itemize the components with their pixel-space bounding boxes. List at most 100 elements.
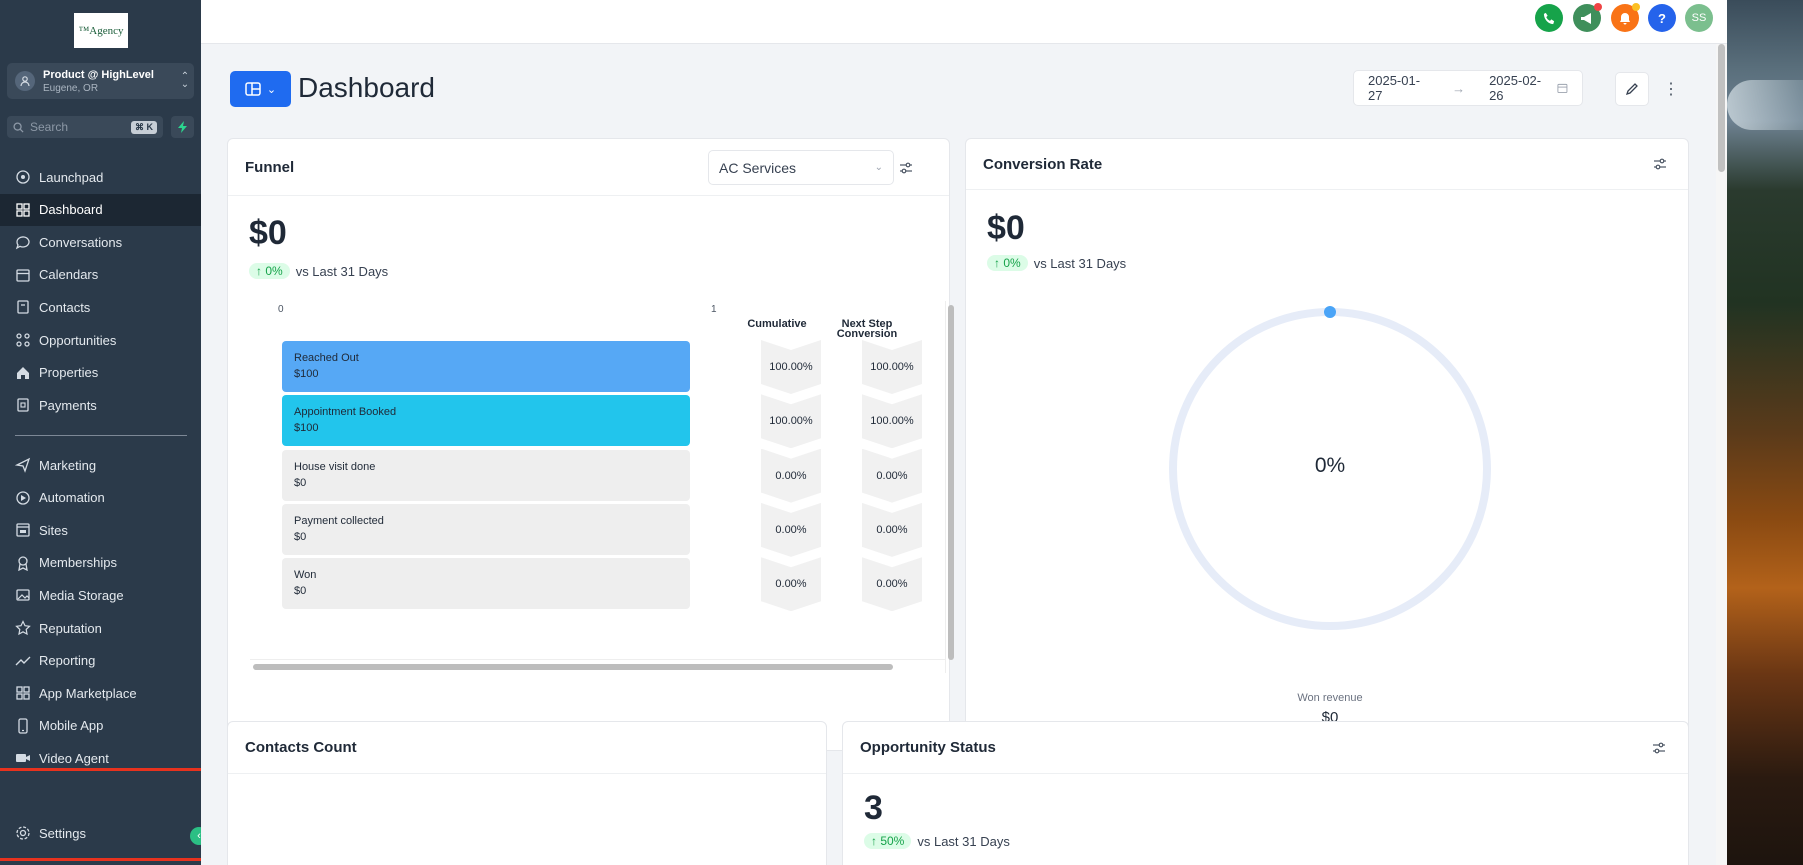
change-badge: ↑ 0%	[249, 263, 290, 279]
phone-icon	[1543, 12, 1554, 24]
sidebar-item-conversations[interactable]: Conversations	[0, 226, 201, 258]
account-name: Product @ HighLevel	[43, 68, 154, 81]
edit-dashboard-button[interactable]	[1615, 72, 1649, 106]
account-switcher[interactable]: Product @ HighLevel Eugene, OR ⌃ ⌄	[7, 63, 194, 99]
sidebar-item-calendars[interactable]: Calendars	[0, 259, 201, 291]
calendar-icon	[16, 269, 30, 282]
funnel-value: $0	[249, 214, 287, 252]
sidebar-item-label: Reputation	[39, 620, 102, 636]
sidebar-item-media-storage[interactable]: Media Storage	[0, 579, 201, 611]
gauge-marker	[1324, 306, 1336, 318]
stage-name: Appointment Booked	[294, 406, 397, 419]
scroll-thumb[interactable]	[948, 305, 954, 660]
next-step-cell: 0.00%	[862, 449, 922, 503]
sidebar-item-dashboard[interactable]: Dashboard	[0, 193, 201, 226]
sidebar-item-properties[interactable]: Properties	[0, 357, 201, 389]
sidebar-item-label: Properties	[39, 365, 99, 381]
sidebar-item-label: Reporting	[39, 653, 96, 669]
quick-action-button[interactable]	[171, 116, 194, 138]
date-start[interactable]: 2025-01-27	[1368, 73, 1421, 103]
axis-max-label: 1	[711, 304, 717, 315]
stage-amount: $100	[294, 422, 319, 435]
date-end[interactable]: 2025-02-26	[1489, 73, 1542, 103]
funnel-stage-bar[interactable]: Appointment Booked $100	[282, 395, 690, 447]
cumulative-cell: 0.00%	[761, 449, 821, 503]
sidebar-item-reporting[interactable]: Reporting	[0, 645, 201, 677]
sidebar-item-marketing[interactable]: Marketing	[0, 449, 201, 481]
sidebar-item-label: Contacts	[39, 299, 91, 315]
sliders-icon[interactable]	[1652, 156, 1668, 172]
star-icon	[15, 620, 31, 636]
sidebar-item-automation[interactable]: Automation	[0, 482, 201, 514]
funnel-stage-bar[interactable]: Payment collected $0	[282, 503, 690, 555]
send-icon	[15, 457, 31, 473]
launchpad-icon	[16, 170, 30, 184]
page-scrollbar[interactable]	[1716, 44, 1727, 865]
sidebar-item-sites[interactable]: Sites	[0, 514, 201, 546]
vertical-scrollbar[interactable]	[945, 301, 955, 673]
cumulative-cell: 100.00%	[761, 340, 821, 394]
contacts-icon	[17, 300, 29, 315]
next-step-cell: 0.00%	[862, 503, 922, 557]
main-content: ⌄ Dashboard 2025-01-27 → 2025-02-26 ⋮ Fu…	[201, 44, 1727, 865]
stage-amount: $0	[294, 530, 307, 543]
sidebar-item-settings[interactable]: Settings	[0, 817, 201, 849]
sidebar-item-label: Sites	[39, 522, 68, 538]
scroll-thumb[interactable]	[1718, 44, 1725, 172]
sidebar-item-label: Calendars	[39, 267, 99, 283]
next-step-cell: 100.00%	[862, 340, 922, 394]
sidebar-item-label: Mobile App	[39, 718, 104, 734]
help-button[interactable]: ?	[1648, 4, 1676, 32]
won-revenue-label: Won revenue	[1297, 692, 1363, 704]
chevron-updown-icon: ⌃ ⌄	[180, 71, 190, 90]
sidebar-item-label: Automation	[39, 490, 105, 506]
automation-icon	[16, 490, 30, 505]
sidebar-item-memberships[interactable]: Memberships	[0, 547, 201, 579]
funnel-stage-bar[interactable]: Reached Out $100	[282, 341, 690, 392]
sidebar-item-contacts[interactable]: Contacts	[0, 291, 201, 323]
sidebar-item-payments[interactable]: Payments	[0, 389, 201, 421]
chevron-down-icon: ⌄	[266, 83, 277, 96]
sidebar-item-label: Conversations	[39, 234, 123, 250]
sidebar-item-launchpad[interactable]: Launchpad	[0, 161, 201, 193]
cumulative-header: Cumulative	[747, 318, 807, 330]
video-icon	[16, 754, 30, 763]
sidebar-item-reputation[interactable]: Reputation	[0, 612, 201, 644]
user-avatar[interactable]: SS	[1685, 4, 1713, 32]
comparison-label: vs Last 31 Days	[917, 833, 1010, 849]
announcements-button[interactable]	[1573, 3, 1602, 32]
scroll-thumb[interactable]	[253, 664, 893, 670]
notifications-button[interactable]	[1611, 3, 1640, 32]
sidebar-item-label: Settings	[39, 825, 86, 841]
stage-name: House visit done	[294, 460, 376, 473]
help-icon: ?	[1658, 10, 1666, 26]
chat-icon	[15, 236, 30, 250]
sidebar-item-mobile-app[interactable]: Mobile App	[0, 710, 201, 742]
funnel-stage-bar[interactable]: House visit done $0	[282, 449, 690, 501]
sliders-icon[interactable]	[1651, 740, 1667, 756]
phone-button[interactable]	[1535, 4, 1563, 32]
dashboard-layout-button[interactable]: ⌄	[230, 71, 291, 107]
next-step-cell: 0.00%	[862, 557, 922, 611]
sidebar-item-video-agent[interactable]: Video Agent	[0, 742, 201, 774]
funnel-stage-bar[interactable]: Won $0	[282, 558, 690, 610]
horizontal-scrollbar[interactable]	[250, 659, 945, 673]
cumulative-cell: 100.00%	[761, 394, 821, 448]
comparison-label: vs Last 31 Days	[1033, 255, 1127, 271]
comparison-label: vs Last 31 Days	[295, 263, 389, 279]
sidebar-item-app-marketplace[interactable]: App Marketplace	[0, 677, 201, 709]
contacts-count-card: Contacts Count	[227, 721, 827, 865]
sidebar-item-opportunities[interactable]: Opportunities	[0, 324, 201, 356]
sidebar-item-label: Payments	[39, 397, 97, 413]
trend-icon	[15, 656, 31, 666]
agency-logo[interactable]: ™Agency	[74, 13, 128, 48]
search-placeholder: Search	[30, 120, 69, 134]
search-input[interactable]: Search ⌘ K	[7, 116, 163, 138]
date-range-picker[interactable]: 2025-01-27 → 2025-02-26	[1353, 70, 1583, 106]
more-options-button[interactable]: ⋮	[1661, 74, 1681, 104]
pipeline-select[interactable]: AC Services ⌄	[708, 150, 894, 185]
bolt-icon	[177, 121, 187, 133]
conversion-gauge	[1169, 306, 1491, 630]
conversion-value: $0	[987, 209, 1025, 247]
sliders-icon[interactable]	[898, 160, 914, 176]
